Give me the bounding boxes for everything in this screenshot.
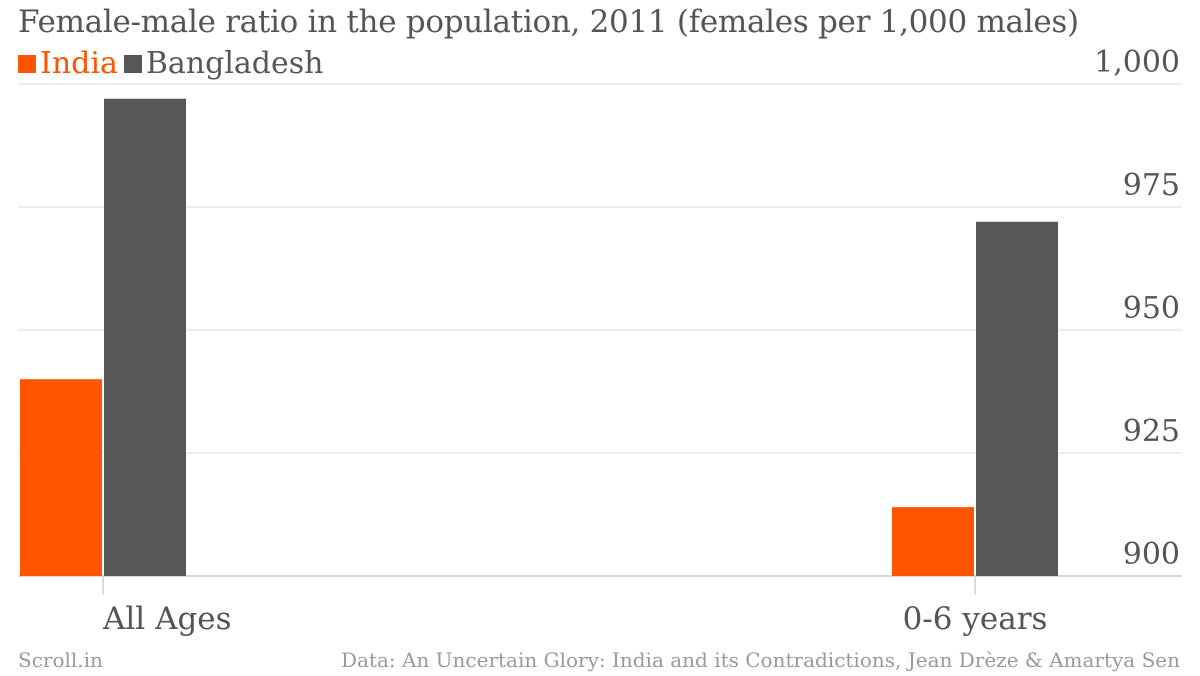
bar-bangladesh-0 <box>104 98 186 576</box>
legend-swatch-bangladesh <box>123 54 142 73</box>
x-tick-label: 0-6 years <box>903 601 1048 637</box>
y-tick-label: 950 <box>1123 291 1180 326</box>
footer-brand: Scroll.in <box>18 648 103 672</box>
bar-india-1 <box>892 507 974 576</box>
chart-title: Female-male ratio in the population, 201… <box>18 4 1079 40</box>
x-tick-label: All Ages <box>102 601 232 637</box>
bar-india-0 <box>20 379 102 576</box>
bar-bangladesh-1 <box>976 221 1058 576</box>
legend-swatch-india <box>18 54 36 73</box>
legend-item-bangladesh: Bangladesh <box>123 46 324 81</box>
y-tick-label: 975 <box>1123 168 1180 203</box>
footer-source: Data: An Uncertain Glory: India and its … <box>340 648 1180 672</box>
legend-label-india: India <box>40 46 118 81</box>
y-tick-label: 900 <box>1123 537 1180 572</box>
legend-label-bangladesh: Bangladesh <box>145 46 324 81</box>
legend-item-india: India <box>18 46 118 81</box>
legend: India Bangladesh <box>18 46 329 81</box>
y-tick-label: 1,000 <box>1094 45 1180 80</box>
y-tick-label: 925 <box>1123 414 1180 449</box>
